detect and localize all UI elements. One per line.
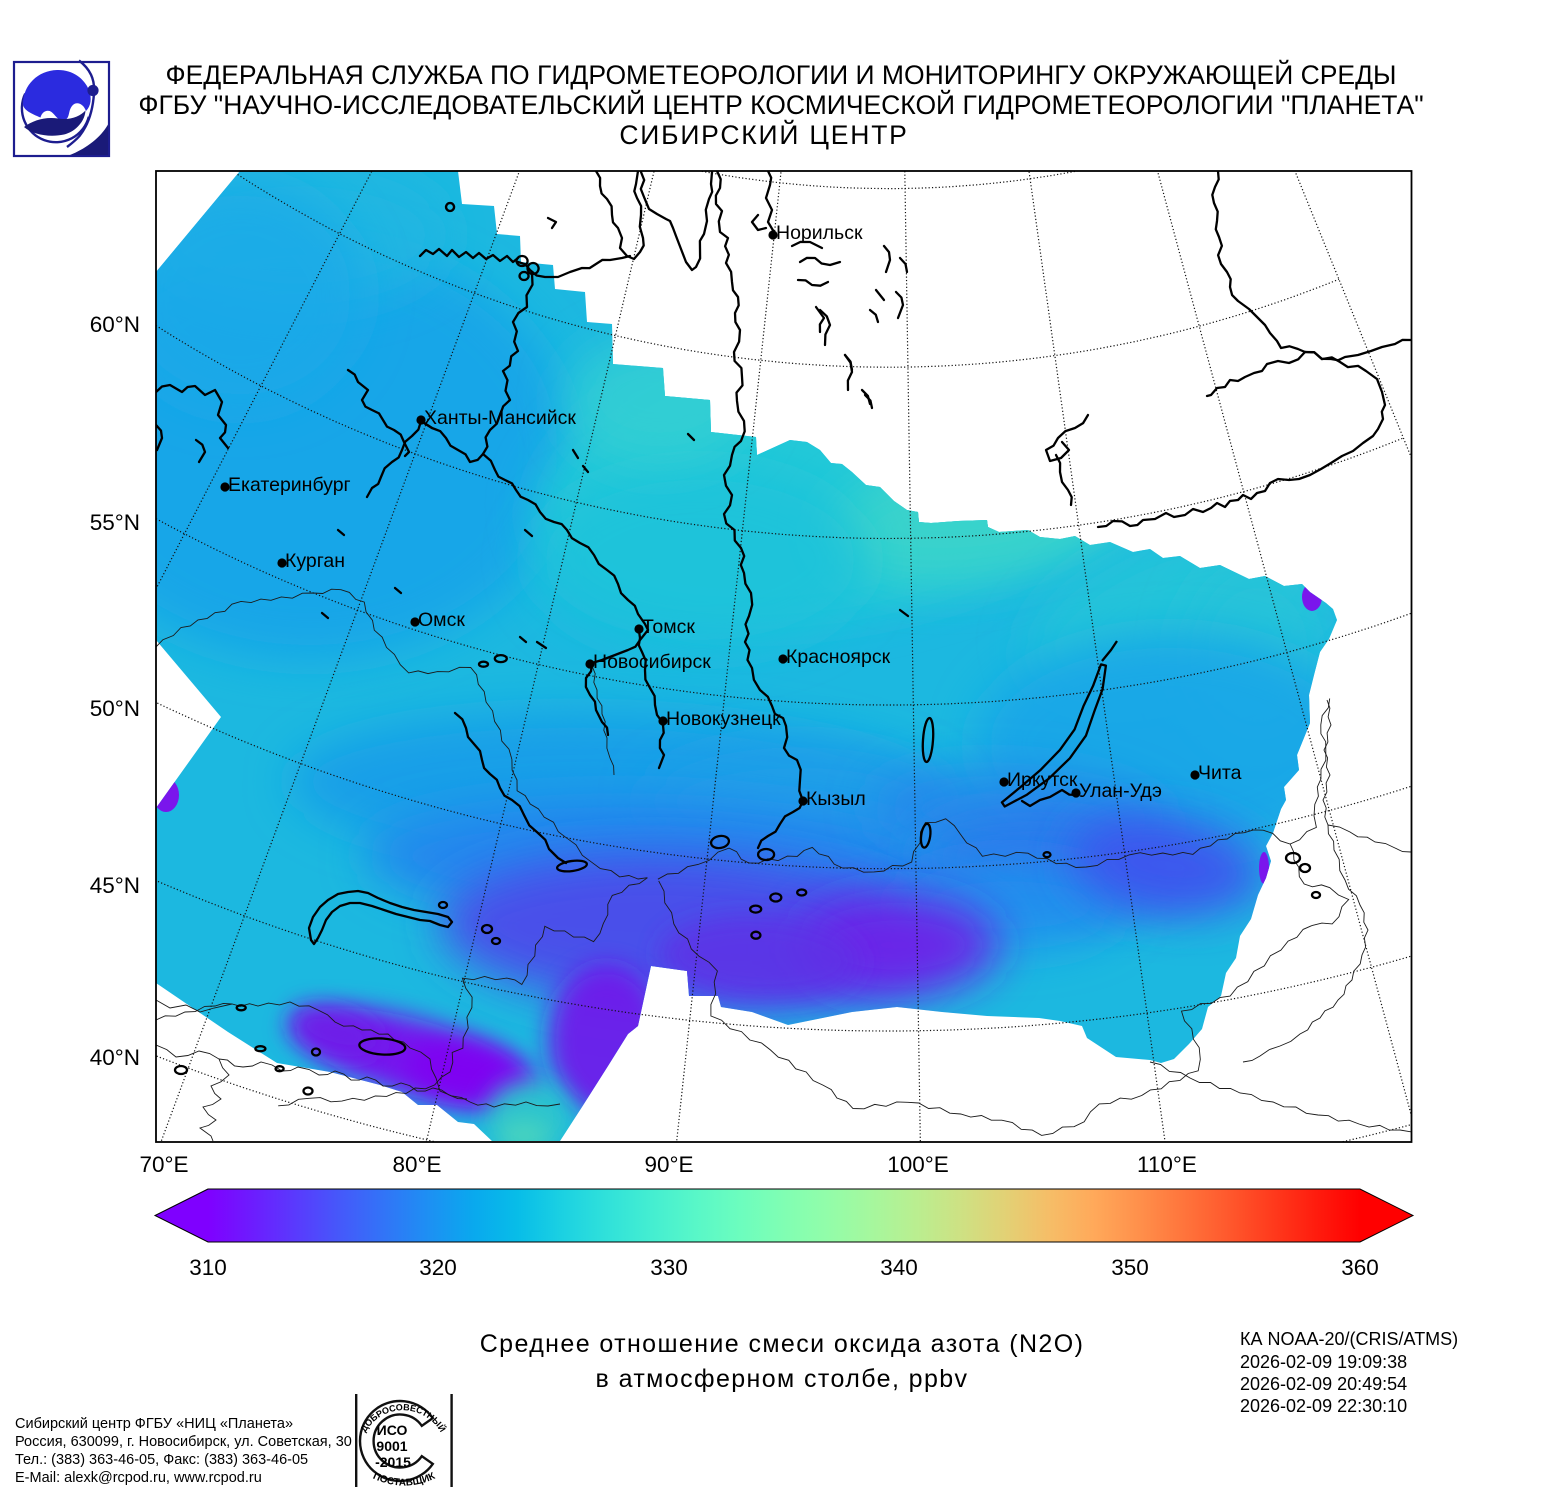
svg-text:100°E: 100°E (887, 1152, 949, 1177)
svg-text:60°N: 60°N (90, 312, 140, 337)
svg-text:55°N: 55°N (90, 510, 140, 535)
svg-text:Ханты-Мансийск: Ханты-Мансийск (424, 407, 576, 429)
svg-text:-2015: -2015 (375, 1454, 411, 1470)
svg-text:320: 320 (419, 1255, 457, 1280)
svg-text:Улан-Удэ: Улан-Удэ (1079, 780, 1162, 802)
svg-text:Красноярск: Красноярск (786, 646, 891, 668)
svg-text:Омск: Омск (418, 609, 465, 631)
svg-text:310: 310 (189, 1255, 227, 1280)
svg-text:2026-02-09 20:49:54: 2026-02-09 20:49:54 (1240, 1374, 1407, 1394)
svg-text:СИБИРСКИЙ ЦЕНТР: СИБИРСКИЙ ЦЕНТР (619, 120, 908, 150)
svg-text:110°E: 110°E (1137, 1152, 1197, 1177)
svg-text:Новокузнецк: Новокузнецк (666, 708, 781, 730)
svg-text:ФЕДЕРАЛЬНАЯ СЛУЖБА ПО ГИДРОМЕТ: ФЕДЕРАЛЬНАЯ СЛУЖБА ПО ГИДРОМЕТЕОРОЛОГИИ … (165, 60, 1396, 90)
svg-text:Россия, 630099, г. Новосибирск: Россия, 630099, г. Новосибирск, ул. Сове… (15, 1434, 352, 1450)
svg-text:Новосибирск: Новосибирск (593, 651, 711, 673)
svg-text:КА NOAA-20/(CRIS/ATMS): КА NOAA-20/(CRIS/ATMS) (1240, 1329, 1458, 1349)
svg-text:ИСО: ИСО (377, 1422, 408, 1438)
svg-text:50°N: 50°N (90, 696, 140, 721)
svg-text:E-Mail: alexk@rcpod.ru, www.rc: E-Mail: alexk@rcpod.ru, www.rcpod.ru (15, 1470, 262, 1486)
svg-text:70°E: 70°E (139, 1152, 188, 1177)
svg-text:360: 360 (1341, 1255, 1379, 1280)
svg-text:Иркутск: Иркутск (1007, 769, 1078, 791)
svg-text:Тел.: (383) 363-46-05, Факс: (: Тел.: (383) 363-46-05, Факс: (383) 363-4… (15, 1452, 308, 1468)
svg-text:Курган: Курган (285, 550, 345, 572)
svg-text:Екатеринбург: Екатеринбург (228, 474, 351, 496)
svg-text:Томск: Томск (642, 616, 695, 638)
svg-text:Среднее отношение смеси оксида: Среднее отношение смеси оксида азота (N2… (480, 1330, 1085, 1358)
svg-text:45°N: 45°N (90, 873, 140, 898)
svg-text:90°E: 90°E (644, 1152, 693, 1177)
svg-text:Кызыл: Кызыл (806, 788, 866, 810)
svg-text:в атмосферном столбе, ppbv: в атмосферном столбе, ppbv (596, 1365, 969, 1393)
svg-text:9001: 9001 (376, 1438, 407, 1454)
svg-text:40°N: 40°N (90, 1045, 140, 1070)
svg-text:80°E: 80°E (392, 1152, 441, 1177)
svg-text:2026-02-09 22:30:10: 2026-02-09 22:30:10 (1240, 1396, 1407, 1416)
svg-text:ФГБУ "НАУЧНО-ИССЛЕДОВАТЕЛЬСКИЙ: ФГБУ "НАУЧНО-ИССЛЕДОВАТЕЛЬСКИЙ ЦЕНТР КОС… (138, 90, 1423, 120)
svg-text:330: 330 (650, 1255, 688, 1280)
svg-text:Чита: Чита (1198, 762, 1242, 784)
svg-text:2026-02-09 19:09:38: 2026-02-09 19:09:38 (1240, 1352, 1407, 1372)
svg-text:Сибирский центр ФГБУ «НИЦ «Пла: Сибирский центр ФГБУ «НИЦ «Планета» (15, 1416, 293, 1432)
svg-text:340: 340 (880, 1255, 918, 1280)
svg-text:Норильск: Норильск (776, 222, 863, 244)
svg-text:350: 350 (1111, 1255, 1149, 1280)
